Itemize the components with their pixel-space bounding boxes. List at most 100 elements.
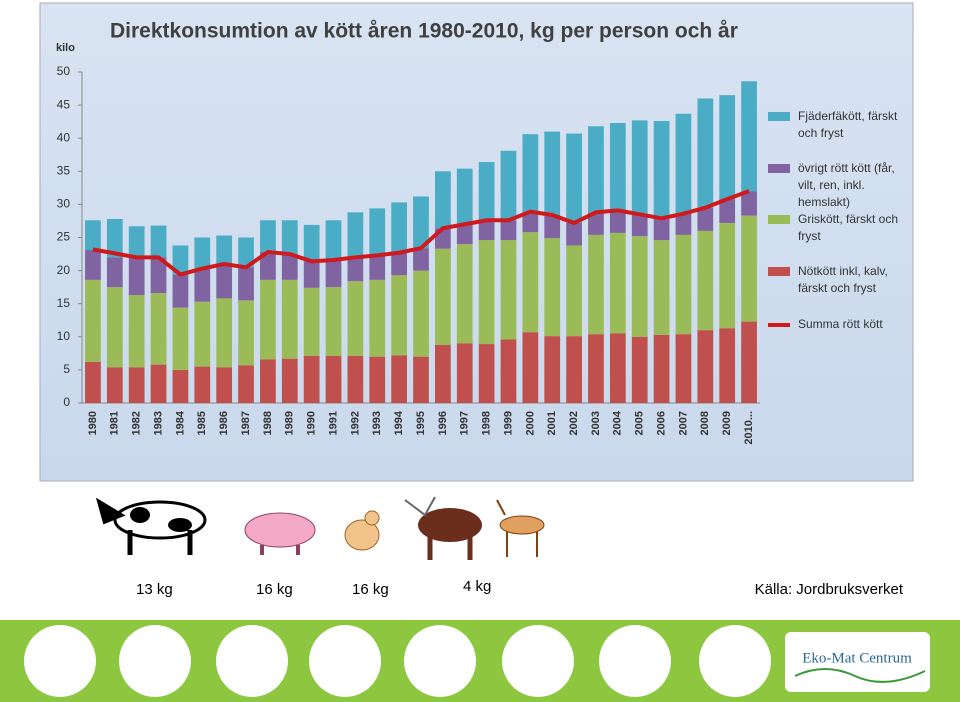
bar-segment: [566, 133, 582, 223]
bar-segment: [500, 150, 517, 221]
bar-segment: [325, 260, 342, 288]
bar-segment: [544, 131, 561, 215]
bar-segment: [609, 232, 626, 334]
bar-segment: [303, 224, 320, 262]
y-tick-label: 20: [57, 263, 71, 277]
bar-segment: [434, 248, 451, 345]
bar-segment: [544, 336, 561, 403]
bar-segment: [325, 355, 342, 403]
bar-segment: [194, 366, 211, 403]
bar-segment: [391, 355, 408, 403]
logo-wave: [794, 668, 926, 683]
bar-segment: [150, 257, 167, 294]
bar-segment: [128, 257, 145, 296]
bar-segment: [172, 245, 189, 275]
bar-segment: [238, 365, 254, 403]
bar-segment: [391, 252, 408, 276]
legend-label: Fjäderfäkött, färskt och fryst: [798, 109, 898, 140]
legend-swatch: [768, 112, 790, 121]
bar-segment: [609, 333, 626, 403]
x-tick-label: 1984: [174, 410, 186, 435]
bar-segment: [281, 254, 298, 280]
legend-label: Griskött, färskt och fryst: [798, 212, 899, 243]
bar-segment: [566, 222, 582, 246]
bar-segment: [150, 364, 167, 403]
bar-segment: [500, 339, 517, 403]
y-tick-label: 50: [57, 64, 71, 78]
bar-segment: [456, 244, 473, 344]
bar-segment: [566, 336, 582, 403]
bar-segment: [413, 248, 429, 271]
bar-segment: [194, 237, 211, 269]
bar-segment: [216, 235, 233, 264]
bar-segment: [500, 220, 517, 241]
x-tick-label: 2004: [612, 410, 624, 435]
x-tick-label: 2006: [655, 411, 667, 435]
bar-segment: [260, 220, 276, 253]
bar-segment: [631, 336, 648, 403]
legend-entry: Griskött, färskt och fryst: [768, 211, 903, 245]
x-tick-label: 1997: [459, 411, 471, 435]
x-tick-label: 1988: [262, 411, 274, 435]
bar-segment: [456, 168, 473, 225]
bar-segment: [391, 202, 408, 253]
bar-segment: [697, 230, 714, 331]
bar-segment: [128, 295, 145, 368]
x-tick-label: 1993: [371, 411, 383, 435]
bar-segment: [588, 334, 604, 403]
bar-segment: [128, 367, 145, 403]
bar-segment: [413, 356, 429, 403]
x-tick-label: 1998: [481, 411, 493, 435]
x-tick-label: 2009: [721, 411, 733, 435]
y-tick-label: 0: [63, 395, 70, 409]
x-tick-label: 1994: [393, 410, 405, 435]
bar-segment: [719, 199, 736, 223]
bar-segment: [675, 234, 692, 335]
bar-segment: [347, 355, 364, 403]
x-tick-label: 1999: [502, 411, 514, 435]
bar-segment: [697, 330, 714, 403]
bar-segment: [172, 274, 189, 308]
bar-segment: [588, 234, 604, 335]
bar-segment: [106, 367, 123, 403]
bar-segment: [588, 126, 604, 213]
bar-segment: [544, 238, 561, 337]
bar-segment: [303, 261, 320, 288]
bar-segment: [741, 81, 757, 192]
bar-segment: [216, 298, 233, 368]
bar-segment: [172, 307, 189, 370]
bar-segment: [325, 220, 342, 261]
bar-segment: [260, 359, 276, 403]
bar-segment: [238, 300, 254, 366]
y-axis-label: kilo: [56, 42, 75, 54]
bar-segment: [216, 367, 233, 403]
x-tick-label: 1991: [327, 411, 339, 435]
bar-segment: [413, 270, 429, 357]
footer-icons: [24, 625, 930, 697]
bar-segment: [719, 95, 736, 200]
bar-segment: [434, 171, 451, 229]
bar-segment: [741, 321, 757, 403]
bar-segment: [325, 287, 342, 356]
bar-segment: [238, 267, 254, 301]
bar-segment: [522, 232, 539, 333]
x-tick-label: 2010...: [743, 411, 755, 445]
x-tick-label: 1987: [240, 411, 252, 435]
x-tick-label: 2007: [677, 411, 689, 435]
bar-segment: [260, 252, 276, 280]
y-tick-label: 35: [57, 163, 71, 177]
bar-segment: [675, 334, 692, 403]
bar-segment: [588, 212, 604, 235]
bar-segment: [128, 226, 145, 258]
bar-segment: [675, 213, 692, 235]
bar-segment: [741, 191, 757, 216]
bar-segment: [478, 220, 495, 241]
bar-segment: [522, 211, 539, 233]
x-tick-label: 1983: [152, 411, 164, 435]
bar-segment: [106, 287, 123, 368]
bar-segment: [281, 220, 298, 255]
y-tick-label: 25: [57, 230, 71, 244]
bar-segment: [106, 257, 123, 288]
x-tick-label: 1989: [284, 411, 296, 435]
